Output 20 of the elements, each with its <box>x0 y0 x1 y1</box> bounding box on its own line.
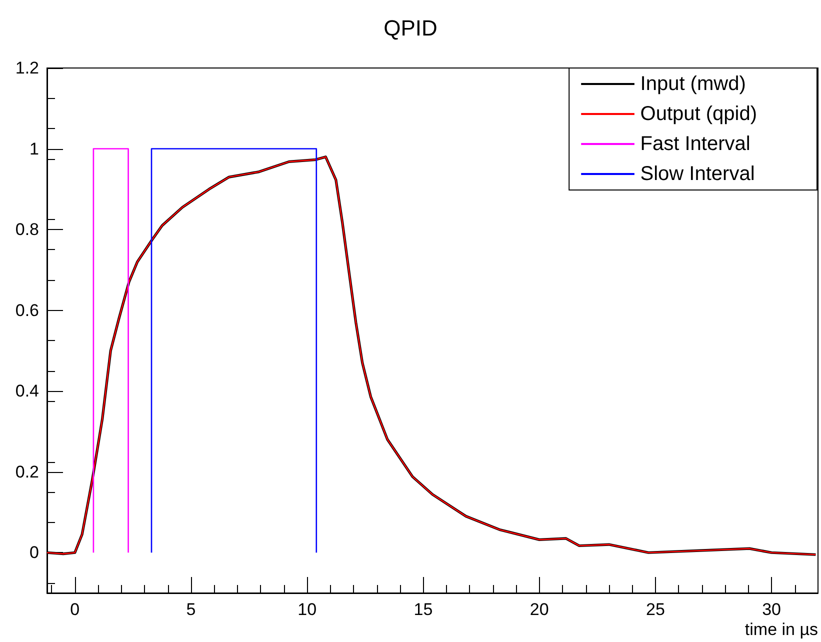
x-axis-title: time in µs <box>744 620 818 639</box>
x-tick-label: 30 <box>762 600 782 619</box>
chart-title: QPID <box>384 16 438 40</box>
x-tick-label: 0 <box>70 600 80 619</box>
x-tick-label: 5 <box>186 600 196 619</box>
x-tick-label: 10 <box>298 600 317 619</box>
y-tick-label: 0 <box>30 543 39 562</box>
x-tick-label: 20 <box>530 600 549 619</box>
legend-label: Output (qpid) <box>640 103 758 125</box>
legend-label: Fast Interval <box>640 133 750 155</box>
legend-label: Input (mwd) <box>640 73 746 95</box>
y-tick-label: 0.4 <box>15 382 39 401</box>
y-tick-label: 0.6 <box>15 300 39 320</box>
x-tick-label: 25 <box>646 600 665 619</box>
y-tick-label: 0.2 <box>15 462 39 482</box>
y-tick-label: 1.2 <box>15 58 39 78</box>
legend-label: Slow Interval <box>640 163 755 185</box>
y-tick-label: 0.8 <box>15 220 39 240</box>
y-tick-label: 1 <box>30 139 39 158</box>
x-tick-label: 15 <box>414 600 433 619</box>
